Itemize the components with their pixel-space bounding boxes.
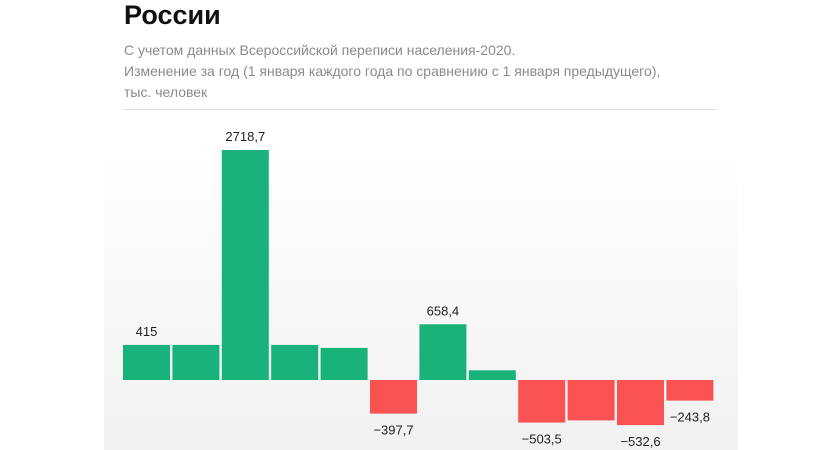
value-label-1: 415: [136, 324, 158, 339]
bar-6: [370, 380, 417, 414]
bar-12: [666, 380, 714, 401]
bar-7: [419, 324, 467, 380]
value-label-11: −532,6: [620, 434, 660, 449]
bar-5: [320, 347, 368, 380]
subtitle-line-3: тыс. человек: [124, 84, 208, 100]
chart-subtitle: С учетом данных Всероссийской переписи н…: [124, 40, 724, 103]
chart-title: России: [124, 0, 221, 30]
value-label-9: −503,5: [522, 432, 562, 447]
bar-10: [567, 380, 615, 421]
value-label-12: −243,8: [670, 410, 710, 425]
bar-1: [123, 344, 170, 380]
value-label-6: −397,7: [373, 423, 413, 438]
header-divider: [124, 109, 716, 110]
bar-8: [468, 370, 516, 380]
bar-4: [271, 344, 319, 380]
value-label-7: 658,4: [427, 303, 460, 318]
subtitle-line-1: С учетом данных Всероссийской переписи н…: [124, 42, 516, 58]
bar-2: [172, 344, 220, 380]
bar-9: [518, 380, 566, 423]
bar-11: [617, 380, 664, 426]
value-label-3: 2718,7: [225, 129, 265, 144]
subtitle-line-2: Изменение за год (1 января каждого года …: [124, 63, 661, 79]
bar-3: [221, 150, 269, 380]
